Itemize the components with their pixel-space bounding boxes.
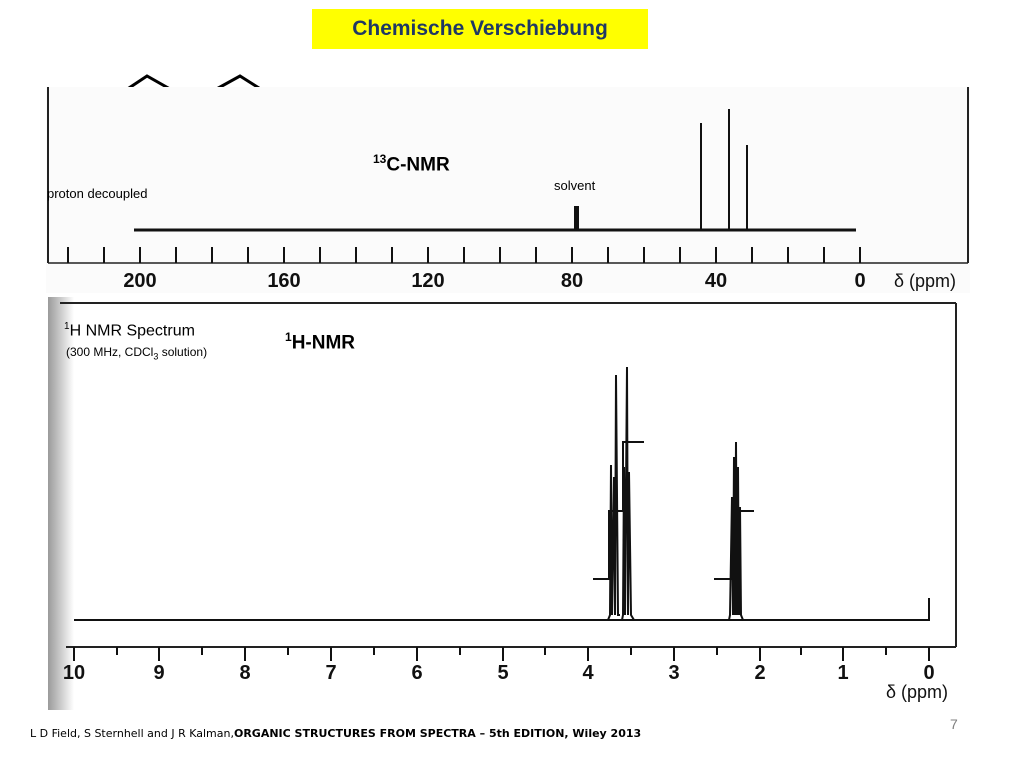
h1-tick-4: 4 <box>582 662 594 684</box>
h1-tick-1: 1 <box>837 662 848 684</box>
h1-spectrum-plot: 10 9 8 7 6 5 4 3 2 1 0 δ (ppm) <box>48 297 957 710</box>
slide-title: Chemische Verschiebung <box>352 17 608 40</box>
c13-tick-40: 40 <box>705 270 727 292</box>
h1-spectrum-subtitle: (300 MHz, CDCl3 solution) <box>66 345 208 362</box>
h1-integral-1 <box>593 441 644 580</box>
c13-tick-160: 160 <box>267 270 300 292</box>
slide-title-box: Chemische Verschiebung <box>312 9 648 49</box>
c13-axis-unit: δ (ppm) <box>894 271 956 291</box>
h1-triplet-3-7 <box>607 374 620 621</box>
h1-axis-unit: δ (ppm) <box>886 682 948 702</box>
c13-spectrum-plot: 200 160 120 80 40 0 δ (ppm) <box>47 87 969 292</box>
h1-triplet-3-5 <box>621 366 635 621</box>
h1-tick-5: 5 <box>497 662 508 684</box>
c13-mode-label: proton decoupled <box>47 186 148 201</box>
h1-spectrum-title: 1H NMR Spectrum <box>64 321 195 340</box>
h1-tick-7: 7 <box>325 662 336 684</box>
c13-tick-120: 120 <box>411 270 444 292</box>
c13-solvent-label: solvent <box>554 178 596 193</box>
h1-tick-2: 2 <box>754 662 765 684</box>
h1-tick-6: 6 <box>411 662 422 684</box>
page-number: 7 <box>950 716 958 732</box>
h1-tick-10: 10 <box>63 662 85 684</box>
h1-tick-8: 8 <box>239 662 250 684</box>
h1-integral-2 <box>714 510 754 580</box>
h1-overlay-label: 1H-NMR <box>285 330 356 354</box>
c13-solvent-peak <box>574 206 579 230</box>
c13-axis-ticks <box>67 247 861 263</box>
citation: L D Field, S Sternhell and J R Kalman,OR… <box>30 727 642 740</box>
c13-tick-0: 0 <box>854 270 865 292</box>
h1-tick-9: 9 <box>153 662 164 684</box>
h1-axis-ticks <box>73 647 930 661</box>
h1-tick-3: 3 <box>668 662 679 684</box>
h1-spectrum-panel: 10 9 8 7 6 5 4 3 2 1 0 δ (ppm) <box>48 297 968 710</box>
c13-tick-80: 80 <box>561 270 583 292</box>
h1-quintet-2-2 <box>728 441 744 621</box>
c13-tick-200: 200 <box>123 270 156 292</box>
c13-spectrum-panel: 200 160 120 80 40 0 δ (ppm) <box>46 87 970 293</box>
c13-overlay-label: 13C-NMR <box>373 152 450 176</box>
scan-edge-shade <box>48 297 74 710</box>
h1-tick-0: 0 <box>923 662 934 684</box>
